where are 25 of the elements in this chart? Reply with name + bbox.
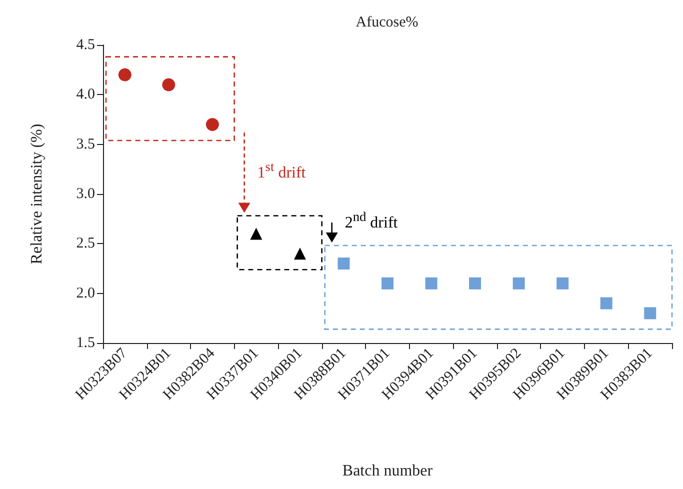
y-tick-label: 2.0: [76, 285, 95, 302]
point: [338, 258, 350, 270]
point: [162, 78, 176, 92]
point: [556, 277, 569, 290]
point: [206, 118, 219, 131]
chart-title: Afucose%: [356, 14, 418, 30]
y-tick-label: 4.5: [76, 37, 95, 53]
point: [250, 228, 262, 240]
y-tick-label: 3.0: [76, 186, 95, 202]
point: [425, 277, 438, 290]
y-axis-title: Relative intensity (%): [28, 124, 46, 264]
point: [600, 297, 612, 310]
point: [382, 277, 394, 290]
y-tick-label: 3.5: [76, 136, 95, 152]
y-tick-label: 2.5: [76, 236, 95, 252]
annotation: 1$^{st}$ drift: [257, 158, 306, 182]
point: [512, 277, 525, 290]
y-tick-label: 1.5: [76, 335, 95, 351]
x-axis-title: Batch number: [342, 462, 434, 480]
point: [644, 307, 656, 320]
annotation: 2$^{nd}$ drift: [344, 208, 398, 232]
point: [469, 277, 482, 290]
point: [118, 68, 132, 82]
point: [294, 248, 306, 260]
y-tick-label: 4.0: [76, 86, 95, 103]
